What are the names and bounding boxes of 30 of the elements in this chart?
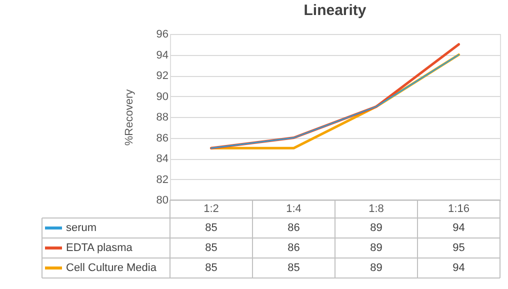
y-tick-label: 80 (156, 194, 168, 206)
data-label: 86 (288, 222, 300, 234)
y-tick-label: 82 (156, 174, 168, 186)
data-label: 89 (370, 262, 382, 274)
data-label: 94 (452, 262, 465, 274)
y-axis-title: %Recovery (123, 88, 136, 146)
data-label: 85 (205, 262, 218, 274)
y-tick-label: 84 (156, 153, 168, 165)
y-tick-label: 96 (156, 28, 168, 40)
legend-label: Cell Culture Media (66, 262, 158, 274)
legend-label: EDTA plasma (66, 242, 134, 254)
x-tick-label: 1:4 (286, 203, 302, 215)
chart-title: Linearity (304, 2, 367, 19)
y-tick-label: 92 (156, 70, 168, 82)
data-label: 85 (205, 222, 218, 234)
data-label: 89 (370, 222, 382, 234)
legend-label: serum (66, 222, 97, 234)
data-label: 85 (288, 262, 300, 274)
x-tick-label: 1:2 (204, 203, 219, 215)
y-tick-label: 88 (156, 112, 168, 124)
data-label: 94 (452, 222, 465, 234)
data-label: 89 (370, 242, 382, 254)
x-tick-label: 1:8 (368, 203, 384, 215)
data-label: 86 (288, 242, 300, 254)
y-tick-label: 90 (156, 90, 168, 103)
y-tick-label: 86 (156, 132, 168, 144)
y-tick-label: 94 (156, 49, 168, 62)
data-label: 85 (205, 242, 218, 254)
x-tick-label: 1:16 (448, 203, 470, 215)
data-label: 95 (452, 242, 465, 254)
